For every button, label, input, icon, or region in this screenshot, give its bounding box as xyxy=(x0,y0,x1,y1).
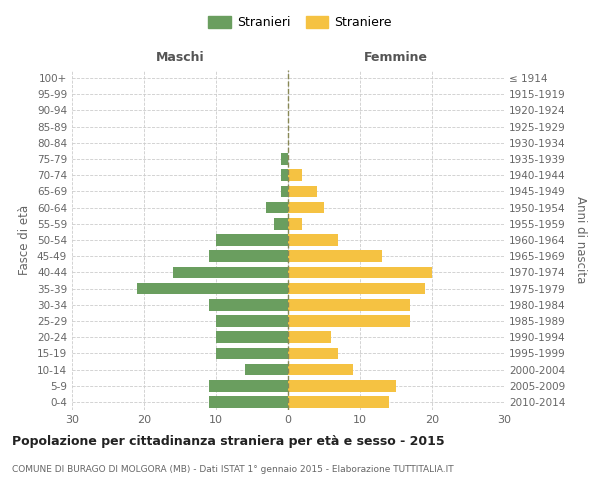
Y-axis label: Anni di nascita: Anni di nascita xyxy=(574,196,587,284)
Bar xyxy=(274,218,288,230)
Bar xyxy=(288,266,432,278)
Bar xyxy=(266,202,288,213)
Text: Femmine: Femmine xyxy=(364,50,428,64)
Bar xyxy=(288,282,425,294)
Bar xyxy=(288,202,324,213)
Text: Popolazione per cittadinanza straniera per età e sesso - 2015: Popolazione per cittadinanza straniera p… xyxy=(12,435,445,448)
Legend: Stranieri, Straniere: Stranieri, Straniere xyxy=(203,11,397,34)
Bar xyxy=(216,234,288,246)
Bar xyxy=(245,364,288,376)
Bar xyxy=(281,186,288,198)
Bar xyxy=(288,250,382,262)
Bar xyxy=(209,396,288,407)
Y-axis label: Fasce di età: Fasce di età xyxy=(19,205,31,275)
Bar xyxy=(288,315,410,327)
Bar xyxy=(216,332,288,343)
Text: Maschi: Maschi xyxy=(155,50,205,64)
Bar xyxy=(288,186,317,198)
Bar xyxy=(216,348,288,359)
Bar xyxy=(288,299,410,310)
Bar xyxy=(209,250,288,262)
Bar xyxy=(288,234,338,246)
Bar xyxy=(281,170,288,181)
Bar xyxy=(209,299,288,310)
Bar xyxy=(216,315,288,327)
Bar xyxy=(209,380,288,392)
Bar xyxy=(288,218,302,230)
Bar xyxy=(288,332,331,343)
Bar xyxy=(288,380,396,392)
Bar xyxy=(288,396,389,407)
Bar xyxy=(281,153,288,165)
Bar xyxy=(288,170,302,181)
Bar xyxy=(288,364,353,376)
Bar xyxy=(137,282,288,294)
Text: COMUNE DI BURAGO DI MOLGORA (MB) - Dati ISTAT 1° gennaio 2015 - Elaborazione TUT: COMUNE DI BURAGO DI MOLGORA (MB) - Dati … xyxy=(12,465,454,474)
Bar xyxy=(288,348,338,359)
Bar xyxy=(173,266,288,278)
